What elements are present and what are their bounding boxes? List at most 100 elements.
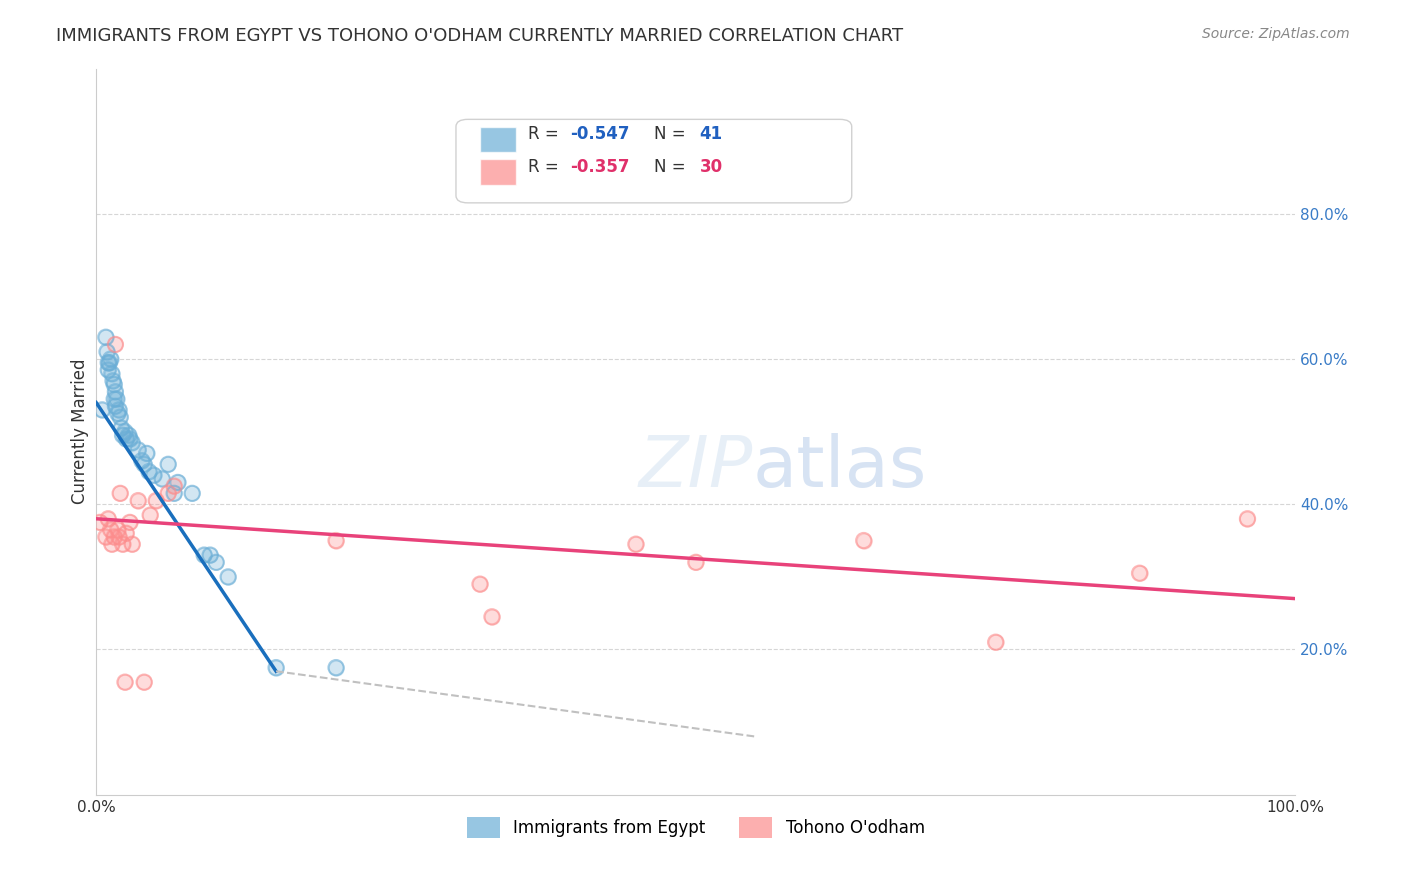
Point [264, 660, 287, 674]
Point [157, 458, 180, 472]
Point [89, 516, 111, 530]
Point [139, 508, 162, 522]
Text: -0.547: -0.547 [569, 125, 630, 143]
Point [685, 555, 707, 569]
Point [117, 428, 139, 442]
Point [96, 344, 118, 359]
Point [105, 392, 128, 406]
Point [121, 435, 143, 450]
Point [101, 374, 124, 388]
Point [134, 675, 156, 690]
Point [127, 442, 149, 457]
Point [104, 399, 127, 413]
Point [97, 512, 120, 526]
Point [101, 374, 124, 388]
Point [852, 533, 875, 548]
Point [114, 425, 136, 439]
Point [325, 660, 347, 674]
Point [110, 421, 132, 435]
Point [134, 458, 156, 472]
FancyBboxPatch shape [479, 160, 516, 185]
Point [100, 537, 122, 551]
Text: R =: R = [527, 158, 564, 176]
Point [94, 330, 117, 344]
Text: ZIP: ZIP [638, 434, 754, 502]
Point [205, 555, 228, 569]
Point [325, 533, 347, 548]
Point [131, 453, 153, 467]
Point [166, 475, 188, 490]
Point [150, 472, 173, 486]
Point [468, 577, 491, 591]
Point [117, 428, 139, 442]
Point [121, 435, 143, 450]
Point [89, 516, 111, 530]
Point [157, 486, 180, 500]
Point [115, 432, 138, 446]
Point [104, 384, 127, 399]
Point [193, 548, 215, 562]
Point [205, 555, 228, 569]
Point [111, 537, 134, 551]
Point [100, 523, 122, 537]
Point [264, 660, 287, 674]
Point [104, 337, 127, 351]
Point [103, 377, 125, 392]
Point [852, 533, 875, 548]
Point [131, 453, 153, 467]
Point [193, 548, 215, 562]
Point [481, 609, 503, 624]
Point [127, 493, 149, 508]
Point [104, 384, 127, 399]
Point [121, 537, 143, 551]
Point [107, 523, 129, 537]
Point [107, 523, 129, 537]
FancyBboxPatch shape [479, 127, 516, 152]
Point [181, 486, 204, 500]
Point [145, 493, 167, 508]
Point [157, 486, 180, 500]
Point [217, 570, 239, 584]
Point [100, 351, 122, 366]
Point [1236, 512, 1258, 526]
Point [104, 337, 127, 351]
Point [110, 421, 132, 435]
Point [481, 609, 503, 624]
Point [984, 635, 1007, 649]
Point [163, 479, 186, 493]
FancyBboxPatch shape [456, 120, 852, 202]
Point [108, 530, 131, 544]
Point [100, 537, 122, 551]
Point [94, 530, 117, 544]
Point [94, 530, 117, 544]
Point [97, 356, 120, 370]
Point [98, 356, 121, 370]
Point [468, 577, 491, 591]
Point [108, 486, 131, 500]
Point [107, 407, 129, 421]
Text: 41: 41 [699, 125, 723, 143]
Text: R =: R = [527, 125, 564, 143]
Text: IMMIGRANTS FROM EGYPT VS TOHONO O'ODHAM CURRENTLY MARRIED CORRELATION CHART: IMMIGRANTS FROM EGYPT VS TOHONO O'ODHAM … [56, 27, 904, 45]
Point [103, 530, 125, 544]
Legend: Immigrants from Egypt, Tohono O'odham: Immigrants from Egypt, Tohono O'odham [460, 811, 932, 845]
Point [145, 493, 167, 508]
Point [181, 486, 204, 500]
Point [103, 392, 125, 406]
Point [108, 402, 131, 417]
Point [111, 428, 134, 442]
Point [111, 537, 134, 551]
Point [115, 526, 138, 541]
Point [100, 367, 122, 381]
Point [1128, 566, 1150, 581]
Text: N =: N = [654, 158, 690, 176]
Point [97, 512, 120, 526]
Point [138, 465, 160, 479]
Point [108, 486, 131, 500]
Point [325, 660, 347, 674]
Point [103, 392, 125, 406]
Point [108, 410, 131, 425]
Text: 30: 30 [699, 158, 723, 176]
Point [104, 399, 127, 413]
Point [103, 530, 125, 544]
